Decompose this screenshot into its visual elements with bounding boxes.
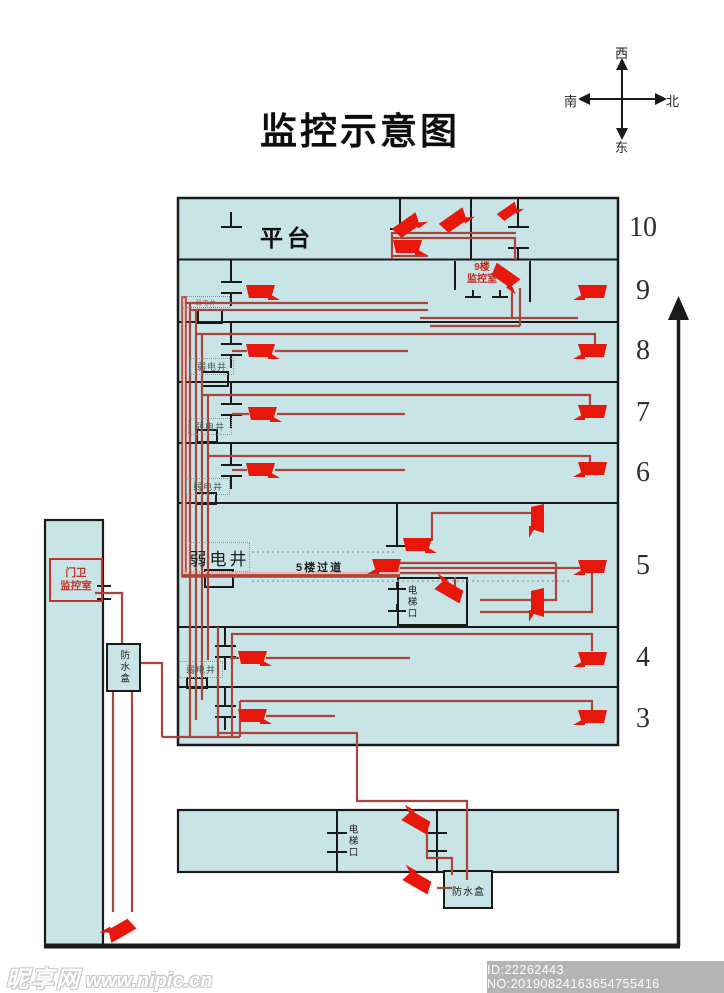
elevator5-label: 电梯口 xyxy=(405,585,417,620)
floor-number-6: 6 xyxy=(636,457,650,488)
camera-icon xyxy=(99,915,137,946)
watermark-logo: 昵享网 xyxy=(6,966,81,992)
watermark-url: www.nipic.cn xyxy=(85,970,213,992)
room9-monitoring-label: 9楼 监控室 xyxy=(453,262,511,285)
guard-room-line1: 门卫 xyxy=(65,567,87,580)
cable-network xyxy=(95,231,597,912)
compass-east-label: 东 xyxy=(615,140,629,155)
waterproof-left-label: 防水盒 xyxy=(118,650,130,685)
elevation-arrow xyxy=(44,296,689,949)
guard-room-box: 门卫 监控室 xyxy=(49,558,103,602)
watermark: 昵享网 www.nipic.cn xyxy=(6,960,213,993)
elevator-bottom-label: 电梯口 xyxy=(346,824,358,859)
image-id-text: ID:22262443 NO:20190824163654755416 xyxy=(487,963,660,991)
floor-number-3: 3 xyxy=(636,703,650,734)
platform-label: 平台 xyxy=(260,225,314,251)
floor-number-5: 5 xyxy=(636,550,650,581)
well-label-f4: 弱电井 xyxy=(179,661,223,678)
compass-rose xyxy=(578,58,667,140)
well-label-f5: 弱电井 xyxy=(189,542,250,572)
floor-number-9: 9 xyxy=(636,275,650,306)
floor-number-4: 4 xyxy=(636,642,650,673)
floor-number-10: 10 xyxy=(629,212,657,243)
compass-south-label: 南 xyxy=(564,94,578,109)
guard-room-line2: 监控室 xyxy=(60,580,92,592)
compass-west-label: 西 xyxy=(615,46,629,61)
room9-line1: 9楼 xyxy=(474,262,490,273)
floor-number-8: 8 xyxy=(636,335,650,366)
well-label-f8: 弱电井 xyxy=(190,358,234,375)
floor-number-7: 7 xyxy=(636,397,650,428)
page-title: 监控示意图 xyxy=(260,111,460,152)
waterproof-bottom-label: 防水盒 xyxy=(452,887,485,898)
waterproof-box-left: 防水盒 xyxy=(106,643,141,692)
well-label-f7: 弱电井 xyxy=(188,418,232,435)
trunk-cable xyxy=(181,296,400,578)
image-id-bar: ID:22262443 NO:20190824163654755416 xyxy=(487,961,724,993)
well-label-f9: 弱电井 xyxy=(182,296,230,308)
corridor5-label: 5楼过道 xyxy=(296,562,344,574)
compass-north-label: 北 xyxy=(666,94,680,109)
well-label-f6: 弱电井 xyxy=(186,478,230,495)
room9-line2: 监控室 xyxy=(467,273,497,285)
dotted-guides xyxy=(252,551,570,582)
door-wall-f6 xyxy=(221,443,242,489)
floor-lines xyxy=(178,258,618,688)
